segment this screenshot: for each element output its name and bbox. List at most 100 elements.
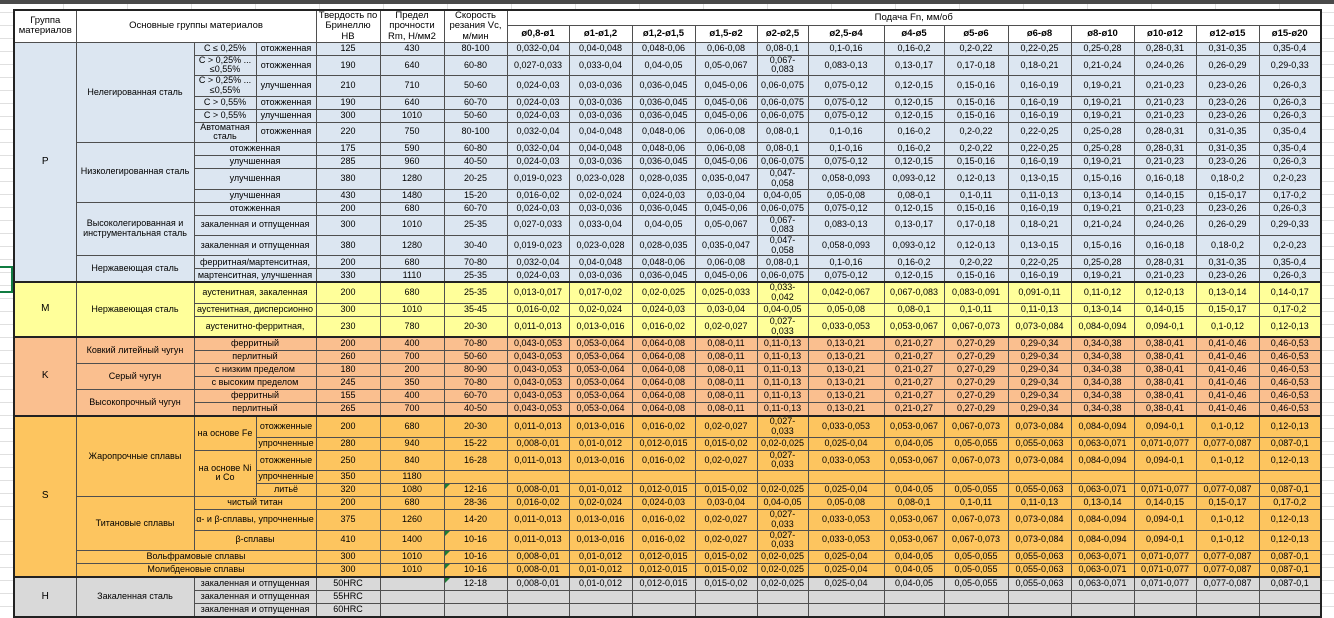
feed-cell[interactable]: 0,083-0,13 [807,54,885,77]
feed-cell[interactable]: 0,12-0,13 [1258,315,1322,338]
feed-cell[interactable]: 0,027-0,033 [756,415,809,438]
feed-cell[interactable]: 0,46-0,53 [1258,402,1322,417]
cutting-speed-cell[interactable]: 25-35 [443,214,508,236]
feed-cell[interactable]: 0,13-0,21 [807,350,885,365]
feed-cell[interactable]: 0,045-0,06 [694,95,758,110]
feed-cell[interactable] [1070,470,1135,485]
feed-cell[interactable]: 0,11-0,13 [756,389,809,404]
feed-cell[interactable]: 0,045-0,06 [694,75,758,97]
material-label-cell[interactable]: отожженная [255,41,317,56]
cutting-speed-cell[interactable]: 15-20 [443,188,508,203]
feed-cell[interactable]: 0,35-0,4 [1258,142,1322,157]
feed-cell[interactable]: 0,084-0,094 [1070,315,1135,338]
material-label-cell[interactable]: закаленная и отпущенная [193,214,317,236]
feed-cell[interactable]: 0,03-0,036 [568,268,633,283]
feed-cell[interactable] [1195,603,1260,618]
feed-cell[interactable]: 0,023-0,028 [568,168,633,190]
feed-cell[interactable] [694,590,758,604]
feed-cell[interactable]: 0,067-0,073 [943,415,1009,438]
col-header-diameter[interactable]: ø10-ø12 [1133,25,1197,43]
cutting-speed-cell[interactable]: 14-20 [443,509,508,531]
feed-cell[interactable]: 0,073-0,084 [1007,449,1072,472]
strength-cell[interactable]: 680 [379,496,445,511]
feed-cell[interactable]: 0,033-0,053 [807,415,885,438]
strength-cell[interactable]: 400 [379,389,445,404]
feed-cell[interactable]: 0,055-0,063 [1007,576,1072,591]
material-label-cell[interactable]: аустенитная, дисперсионно [193,302,317,317]
feed-cell[interactable]: 0,11-0,13 [1007,188,1072,203]
material-label-cell[interactable]: Жаропрочные сплавы [75,415,195,498]
feed-cell[interactable]: 0,073-0,084 [1007,415,1072,438]
feed-cell[interactable]: 0,11-0,13 [756,376,809,391]
feed-cell[interactable]: 0,05-0,055 [943,550,1009,564]
feed-cell[interactable]: 0,024-0,03 [506,108,570,123]
feed-cell[interactable]: 0,46-0,53 [1258,363,1322,378]
feed-cell[interactable]: 0,15-0,16 [943,155,1009,170]
material-label-cell[interactable]: C > 0,25% ... ≤0,55% [193,54,257,77]
feed-cell[interactable]: 0,04-0,05 [883,563,945,578]
feed-cell[interactable]: 0,31-0,35 [1195,41,1260,56]
feed-cell[interactable] [568,603,633,618]
hardness-cell[interactable]: 410 [315,529,381,552]
cutting-speed-cell[interactable]: 15-22 [443,436,508,451]
feed-cell[interactable] [1258,590,1322,604]
feed-cell[interactable]: 0,27-0,29 [943,350,1009,365]
col-header-hardness[interactable]: Твердость по Бринеллю НВ [315,9,381,43]
feed-cell[interactable]: 0,032-0,04 [506,142,570,157]
feed-cell[interactable]: 0,02-0,027 [694,415,758,438]
feed-cell[interactable]: 0,04-0,05 [883,436,945,451]
feed-cell[interactable]: 0,073-0,084 [1007,529,1072,552]
feed-cell[interactable]: 0,38-0,41 [1133,336,1197,352]
feed-cell[interactable]: 0,12-0,15 [883,95,945,110]
feed-cell[interactable]: 0,06-0,08 [694,255,758,270]
feed-cell[interactable]: 0,053-0,067 [883,509,945,531]
strength-cell[interactable]: 700 [379,402,445,417]
feed-cell[interactable]: 0,025-0,04 [807,563,885,578]
feed-cell[interactable]: 0,03-0,04 [694,188,758,203]
feed-cell[interactable]: 0,31-0,35 [1195,121,1260,144]
feed-cell[interactable]: 0,25-0,28 [1070,121,1135,144]
material-label-cell[interactable]: отожженные [255,415,317,438]
feed-cell[interactable]: 0,41-0,46 [1195,376,1260,391]
feed-cell[interactable]: 0,13-0,15 [1007,234,1072,257]
feed-cell[interactable]: 0,12-0,15 [883,108,945,123]
feed-cell[interactable]: 0,12-0,13 [1258,509,1322,531]
feed-cell[interactable]: 0,18-0,21 [1007,54,1072,77]
feed-cell[interactable]: 0,016-0,02 [506,188,570,203]
feed-cell[interactable]: 0,016-0,02 [506,302,570,317]
hardness-cell[interactable]: 125 [315,41,381,56]
feed-cell[interactable]: 0,23-0,26 [1195,75,1260,97]
feed-cell[interactable]: 0,18-0,2 [1195,168,1260,190]
feed-cell[interactable]: 0,015-0,02 [694,483,758,498]
feed-cell[interactable]: 0,16-0,19 [1007,201,1072,216]
feed-cell[interactable]: 0,024-0,03 [631,302,696,317]
feed-cell[interactable]: 0,1-0,16 [807,41,885,56]
feed-cell[interactable]: 0,15-0,16 [1070,168,1135,190]
feed-cell[interactable]: 0,19-0,21 [1070,75,1135,97]
strength-cell[interactable]: 700 [379,350,445,365]
feed-cell[interactable]: 0,075-0,12 [807,75,885,97]
feed-cell[interactable]: 0,042-0,067 [807,281,885,304]
feed-cell[interactable]: 0,04-0,048 [568,121,633,144]
feed-cell[interactable] [807,470,885,485]
feed-cell[interactable]: 0,1-0,16 [807,121,885,144]
feed-cell[interactable]: 0,25-0,28 [1070,255,1135,270]
feed-cell[interactable] [1195,590,1260,604]
feed-cell[interactable]: 0,058-0,093 [807,234,885,257]
strength-cell[interactable]: 1280 [379,168,445,190]
feed-cell[interactable]: 0,15-0,17 [1195,496,1260,511]
feed-cell[interactable]: 0,2-0,23 [1258,234,1322,257]
feed-cell[interactable]: 0,011-0,013 [506,315,570,338]
feed-cell[interactable]: 0,15-0,17 [1195,188,1260,203]
feed-cell[interactable] [883,470,945,485]
col-header-strength[interactable]: Предел прочности Rm, Н/мм2 [379,9,445,43]
feed-cell[interactable]: 0,27-0,29 [943,363,1009,378]
feed-cell[interactable]: 0,04-0,05 [883,576,945,591]
feed-cell[interactable]: 0,19-0,21 [1070,95,1135,110]
material-label-cell[interactable]: Молибденовые сплавы [75,563,317,578]
feed-cell[interactable]: 0,033-0,053 [807,315,885,338]
feed-cell[interactable]: 0,02-0,027 [694,449,758,472]
feed-cell[interactable]: 0,29-0,34 [1007,363,1072,378]
cutting-speed-cell[interactable] [443,603,508,618]
feed-cell[interactable]: 0,071-0,077 [1133,483,1197,498]
